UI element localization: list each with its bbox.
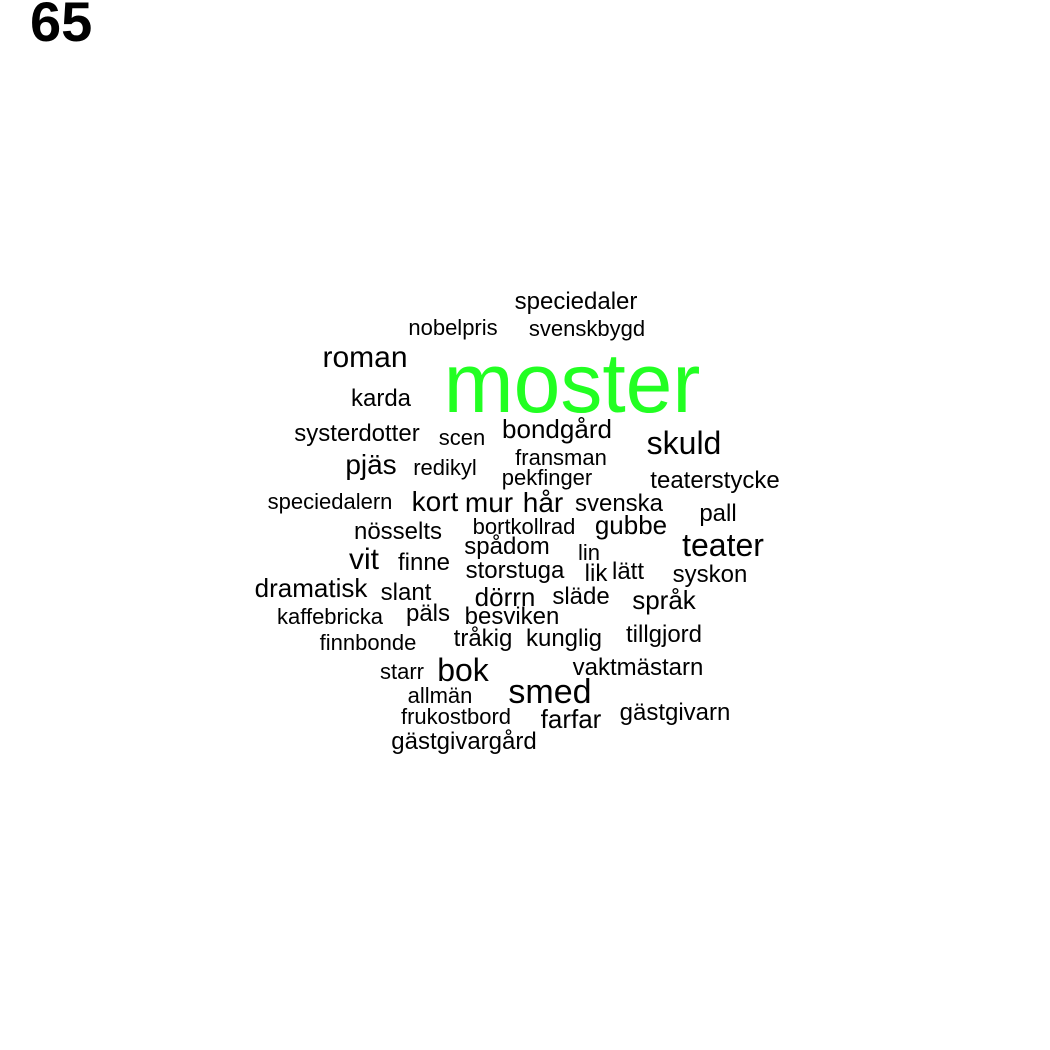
- word-svenska: svenska: [574, 490, 664, 517]
- word-bok: bok: [437, 652, 489, 688]
- word-nosselts: nösselts: [353, 518, 443, 545]
- word-gastgivarn: gästgivarn: [619, 699, 731, 726]
- word-frukostbord: frukostbord: [400, 704, 512, 729]
- word-finnbonde: finnbonde: [319, 630, 417, 655]
- word-bondgard: bondgård: [502, 414, 612, 444]
- word-starr: starr: [380, 659, 424, 684]
- word-fransman: fransman: [515, 445, 607, 470]
- word-pals: päls: [405, 600, 451, 627]
- word-lik: lik: [584, 560, 608, 587]
- word-besviken: besviken: [464, 603, 560, 630]
- word-har: hår: [522, 487, 564, 518]
- word-spadom: spådom: [464, 533, 550, 560]
- word-allman: allmän: [407, 683, 473, 708]
- word-pekfinger: pekfinger: [501, 465, 593, 490]
- word-systerdotter: systerdotter: [294, 420, 420, 447]
- word-skuld: skuld: [646, 425, 722, 461]
- word-teater: teater: [682, 527, 764, 563]
- word-vaktmastarn: vaktmästarn: [572, 654, 704, 681]
- word-redikyl: redikyl: [413, 455, 477, 480]
- word-gastgivargard: gästgivargård: [391, 728, 537, 755]
- word-bortkollrad: bortkollrad: [472, 514, 576, 539]
- word-kort: kort: [411, 486, 459, 517]
- word-gubbe: gubbe: [594, 510, 668, 540]
- word-smed: smed: [508, 673, 592, 711]
- word-svenskbygd: svenskbygd: [528, 316, 646, 341]
- word-dorrn: dörrn: [474, 582, 536, 612]
- word-karda: karda: [350, 385, 412, 412]
- page-number: 65: [30, 0, 93, 53]
- word-latt: lätt: [611, 558, 645, 585]
- word-sprak: språk: [632, 585, 696, 615]
- word-slant: slant: [380, 579, 432, 606]
- word-speciedaler: speciedaler: [514, 288, 638, 315]
- word-slade: släde: [552, 583, 610, 610]
- word-lin: lin: [577, 540, 601, 565]
- word-vit: vit: [349, 543, 379, 576]
- word-pjas: pjäs: [345, 449, 397, 480]
- word-speciedalern: speciedalern: [267, 489, 393, 514]
- word-moster: moster: [443, 336, 701, 430]
- word-tillgjord: tillgjord: [625, 621, 703, 648]
- word-dramatisk: dramatisk: [254, 573, 368, 603]
- word-nobelpris: nobelpris: [408, 315, 498, 340]
- word-mur: mur: [464, 487, 514, 518]
- word-kunglig: kunglig: [525, 625, 603, 652]
- word-finne: finne: [397, 549, 451, 576]
- word-teaterstycke: teaterstycke: [650, 467, 780, 494]
- word-trakig: tråkig: [453, 625, 513, 652]
- word-syskon: syskon: [672, 561, 748, 588]
- word-farfar: farfar: [540, 704, 602, 734]
- word-kaffebricka: kaffebricka: [277, 604, 383, 629]
- word-scen: scen: [438, 425, 486, 450]
- word-storstuga: storstuga: [465, 557, 565, 584]
- word-pall: pall: [699, 500, 737, 527]
- word-roman: roman: [322, 341, 408, 374]
